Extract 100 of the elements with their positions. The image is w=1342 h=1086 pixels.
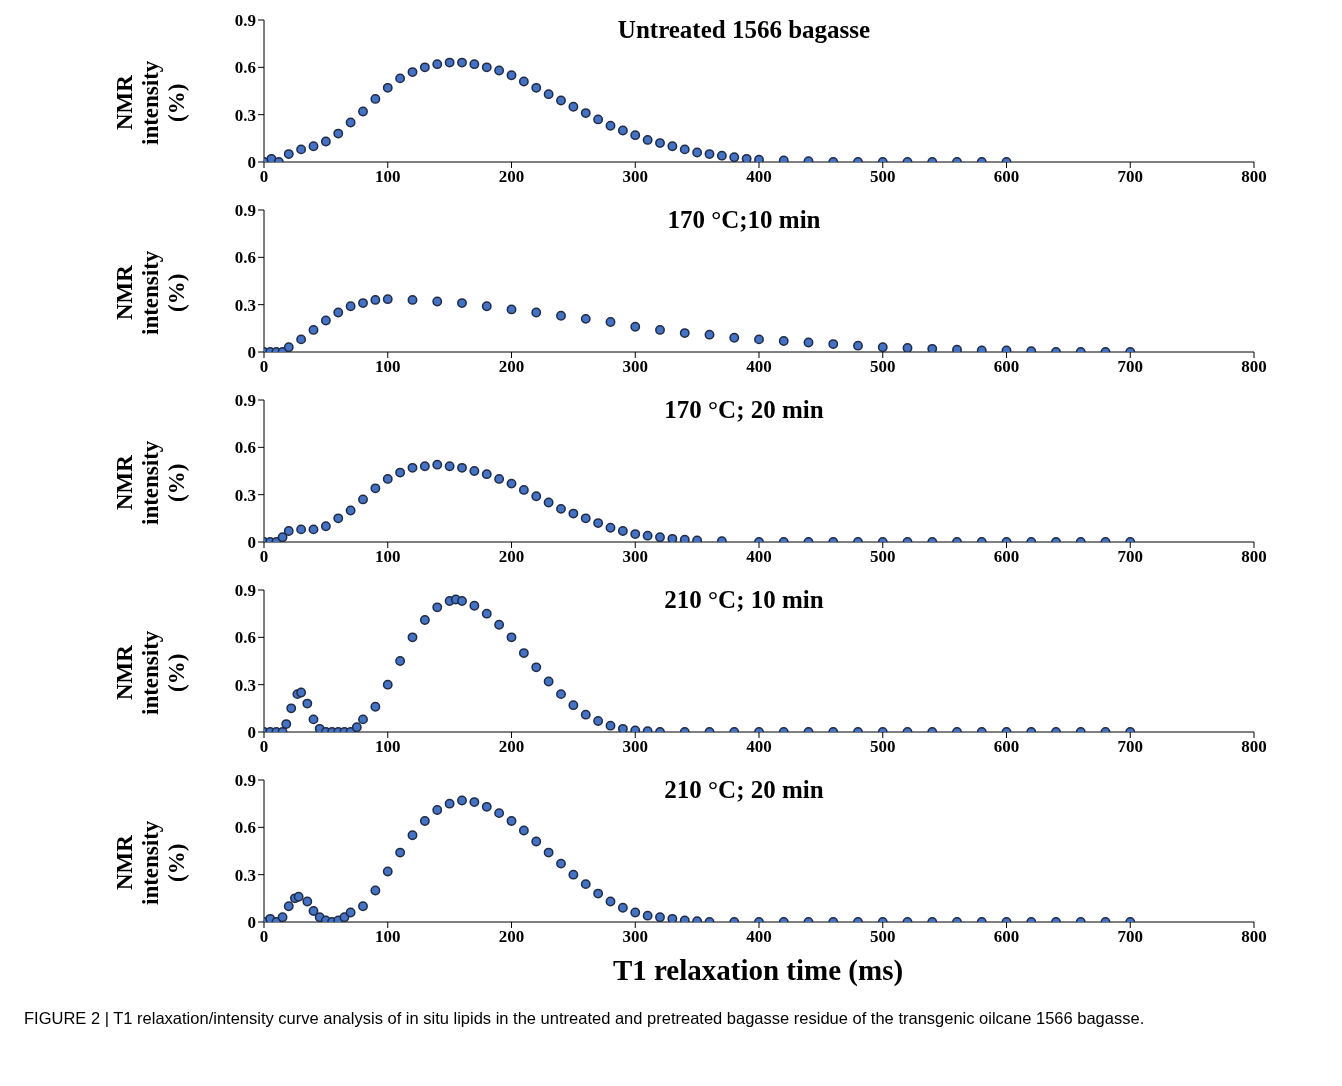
x-tick-label: 600 xyxy=(993,737,1020,757)
point xyxy=(395,73,406,84)
point xyxy=(407,295,418,305)
y-tick-label: 0 xyxy=(247,343,256,363)
chart-title: 170 °C; 20 min xyxy=(663,396,825,424)
x-axis-title: T1 relaxation time (ms) xyxy=(611,954,905,987)
point xyxy=(630,130,641,141)
y-tick-label: 0.3 xyxy=(234,865,256,885)
x-tick-label: 700 xyxy=(1117,357,1143,377)
y-tick-label: 0.3 xyxy=(234,485,256,505)
point xyxy=(704,329,715,340)
point xyxy=(358,494,368,505)
point xyxy=(605,522,616,533)
point xyxy=(704,149,715,160)
point xyxy=(296,334,307,345)
point xyxy=(320,521,331,532)
point xyxy=(432,59,443,70)
point xyxy=(568,101,579,112)
x-tick-label: 800 xyxy=(1241,167,1267,187)
point xyxy=(345,505,356,516)
point xyxy=(308,324,319,335)
y-tick-label: 0.9 xyxy=(234,581,256,601)
y-tick-label: 0.6 xyxy=(234,818,256,838)
x-tick-label: 800 xyxy=(1241,547,1267,567)
point xyxy=(345,301,356,312)
y-axis-title: NMR intensity (%) xyxy=(112,819,190,908)
y-axis-title: NMR intensity (%) xyxy=(112,629,190,718)
point xyxy=(556,95,566,106)
point xyxy=(692,147,703,158)
point xyxy=(506,304,517,315)
point xyxy=(580,313,591,324)
x-tick-label: 800 xyxy=(1241,737,1267,757)
chart-title: 210 °C; 20 min xyxy=(663,776,825,804)
point xyxy=(266,153,277,162)
x-tick-label: 400 xyxy=(746,927,772,947)
point xyxy=(531,491,542,502)
point xyxy=(407,67,418,77)
point xyxy=(593,114,604,125)
point xyxy=(283,149,294,160)
point xyxy=(333,128,344,139)
point xyxy=(531,82,542,93)
x-tick-label: 100 xyxy=(375,357,401,377)
point xyxy=(655,138,665,148)
point xyxy=(556,503,566,514)
point xyxy=(754,334,764,345)
point xyxy=(277,532,288,542)
point xyxy=(382,82,393,93)
y-tick-label: 0 xyxy=(247,153,256,173)
point xyxy=(543,89,554,100)
y-tick-label: 0.9 xyxy=(234,771,256,791)
point xyxy=(345,117,356,128)
x-tick-label: 500 xyxy=(870,737,896,757)
chart-title: 210 °C; 10 min xyxy=(663,586,825,614)
x-tick-label: 500 xyxy=(870,927,896,947)
x-tick-label: 800 xyxy=(1241,927,1267,947)
x-tick-label: 300 xyxy=(622,547,648,567)
x-tick-label: 200 xyxy=(498,737,525,757)
point xyxy=(617,526,628,536)
x-tick-label: 100 xyxy=(375,927,401,947)
y-tick-label: 0.9 xyxy=(234,11,256,31)
x-tick-label: 100 xyxy=(375,737,401,757)
point xyxy=(518,76,529,87)
x-tick-label: 500 xyxy=(870,167,896,187)
point xyxy=(927,343,938,352)
point xyxy=(543,497,554,508)
point xyxy=(432,296,443,307)
y-axis-title: NMR intensity (%) xyxy=(112,249,190,338)
point xyxy=(469,466,480,476)
point xyxy=(444,461,455,472)
x-tick-label: 700 xyxy=(1117,927,1143,947)
point xyxy=(729,152,740,162)
point xyxy=(382,294,393,305)
y-tick-label: 0 xyxy=(247,723,256,743)
point xyxy=(419,461,430,472)
point xyxy=(605,120,616,131)
point xyxy=(419,62,430,73)
point xyxy=(655,324,665,335)
point xyxy=(754,154,764,162)
point xyxy=(902,343,913,352)
point xyxy=(370,483,381,494)
y-tick-label: 0.3 xyxy=(234,105,256,125)
y-tick-label: 0 xyxy=(247,913,256,933)
point xyxy=(679,144,690,155)
point xyxy=(283,526,294,536)
point xyxy=(481,62,492,73)
y-tick-label: 0.3 xyxy=(234,675,256,695)
point xyxy=(494,473,505,484)
point xyxy=(407,462,418,473)
x-tick-label: 700 xyxy=(1117,737,1143,757)
point xyxy=(667,141,678,152)
point xyxy=(444,57,455,68)
x-tick-label: 400 xyxy=(746,357,772,377)
x-tick-label: 700 xyxy=(1117,547,1143,567)
point xyxy=(952,344,962,352)
x-tick-label: 600 xyxy=(993,357,1020,377)
y-tick-label: 0.6 xyxy=(234,58,256,78)
point xyxy=(828,339,839,350)
x-tick-label: 200 xyxy=(498,357,525,377)
point xyxy=(481,469,492,480)
point xyxy=(333,307,344,318)
